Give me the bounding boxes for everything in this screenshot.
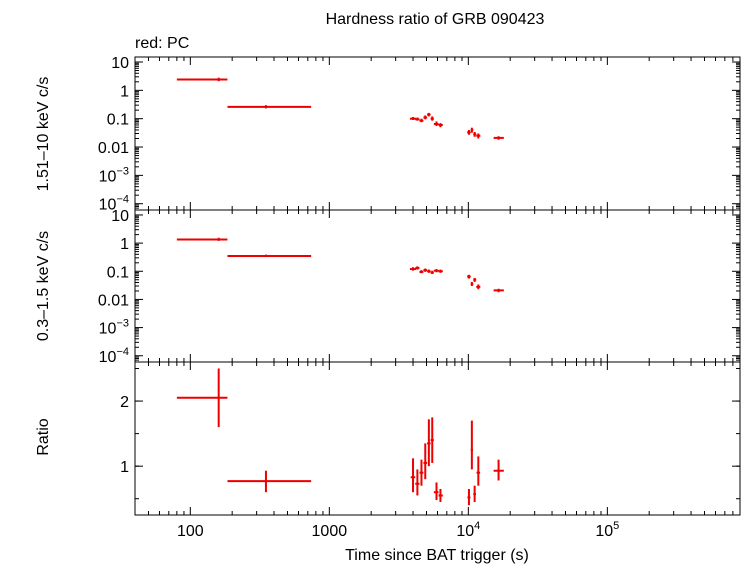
y-tick-label-hard-band: 10−3 bbox=[99, 165, 129, 185]
y-tick-label-soft-band-exponent: −4 bbox=[116, 346, 129, 358]
y-tick-label-hard-band-base: 10 bbox=[99, 168, 117, 185]
y-tick-label-soft-band: 10−3 bbox=[99, 318, 129, 338]
y-tick-label-hard-band-base: 0.01 bbox=[98, 140, 129, 157]
y-tick-label-soft-band-base: 10 bbox=[99, 349, 117, 366]
y-tick-label-soft-band-exponent: −3 bbox=[116, 318, 129, 330]
x-tick-label-exponent: 4 bbox=[474, 520, 480, 532]
y-tick-label-hard-band-base: 10 bbox=[99, 197, 117, 214]
y-tick-label-soft-band: 10−4 bbox=[99, 346, 129, 366]
y-tick-label-ratio-base: 1 bbox=[120, 459, 129, 476]
y-tick-label-soft-band-base: 10 bbox=[99, 321, 117, 338]
x-tick-label-exponent: 5 bbox=[613, 520, 619, 532]
y-tick-label-hard-band: 0.01 bbox=[98, 140, 129, 157]
x-tick-label: 104 bbox=[456, 520, 480, 540]
y-tick-label-soft-band-base: 10 bbox=[111, 208, 129, 225]
y-tick-label-hard-band: 10 bbox=[111, 55, 129, 72]
y-tick-label-soft-band: 0.1 bbox=[107, 264, 129, 281]
y-tick-label-hard-band-exponent: −4 bbox=[116, 194, 129, 206]
x-tick-label: 100 bbox=[177, 523, 204, 540]
y-tick-label-hard-band-exponent: −3 bbox=[116, 165, 129, 177]
x-tick-label: 1000 bbox=[312, 523, 348, 540]
x-tick-label-base: 1000 bbox=[312, 523, 348, 540]
y-tick-label-hard-band-base: 0.1 bbox=[107, 112, 129, 129]
chart-title: Hardness ratio of GRB 090423 bbox=[326, 11, 545, 28]
chart-subtitle: red: PC bbox=[135, 35, 189, 52]
x-tick-label: 105 bbox=[595, 520, 619, 540]
y-tick-label-soft-band-base: 0.01 bbox=[98, 292, 129, 309]
y-tick-label-soft-band-base: 0.1 bbox=[107, 264, 129, 281]
y-axis-label-soft: 0.3–1.5 keV c/s bbox=[35, 231, 52, 341]
y-tick-label-ratio-base: 2 bbox=[120, 394, 129, 411]
y-tick-label-hard-band-base: 1 bbox=[120, 83, 129, 100]
y-tick-label-hard-band: 10−4 bbox=[99, 194, 129, 214]
y-tick-label-soft-band: 1 bbox=[120, 236, 129, 253]
y-tick-label-ratio: 1 bbox=[120, 459, 129, 476]
y-tick-label-hard-band: 1 bbox=[120, 83, 129, 100]
y-axis-label-hard: 1.51–10 keV c/s bbox=[35, 77, 52, 192]
y-axis-label-ratio: Ratio bbox=[35, 418, 52, 455]
y-tick-label-hard-band-base: 10 bbox=[111, 55, 129, 72]
y-tick-label-hard-band: 0.1 bbox=[107, 112, 129, 129]
y-tick-label-ratio: 2 bbox=[120, 394, 129, 411]
x-tick-label-base: 100 bbox=[177, 523, 204, 540]
x-tick-label-base: 10 bbox=[456, 523, 474, 540]
x-axis-label: Time since BAT trigger (s) bbox=[345, 547, 529, 564]
y-tick-label-soft-band: 10 bbox=[111, 208, 129, 225]
y-tick-label-soft-band-base: 1 bbox=[120, 236, 129, 253]
panel-frame-soft-band bbox=[134, 209, 741, 363]
x-tick-label-base: 10 bbox=[595, 523, 613, 540]
y-tick-label-soft-band: 0.01 bbox=[98, 292, 129, 309]
